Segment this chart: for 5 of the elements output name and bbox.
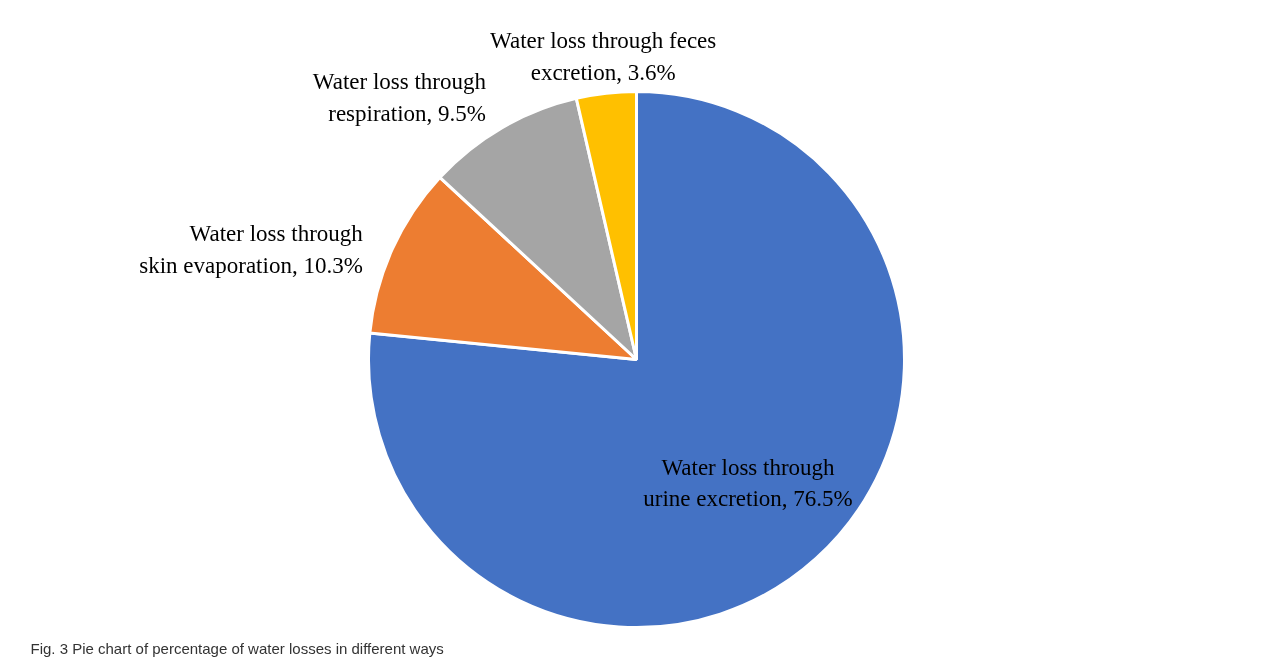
caption: Fig. 3 Pie chart of percentage of water losses in different ways — [30, 640, 444, 657]
slice-label: Water loss through skin evaporation, 10.3% — [139, 221, 364, 278]
slice-label: Water loss through urine excretion, 76.5% — [643, 454, 853, 511]
slice-label: Water loss through feces excretion, 3.6% — [490, 28, 717, 85]
slice-label: Water loss through respiration, 9.5% — [312, 69, 487, 126]
